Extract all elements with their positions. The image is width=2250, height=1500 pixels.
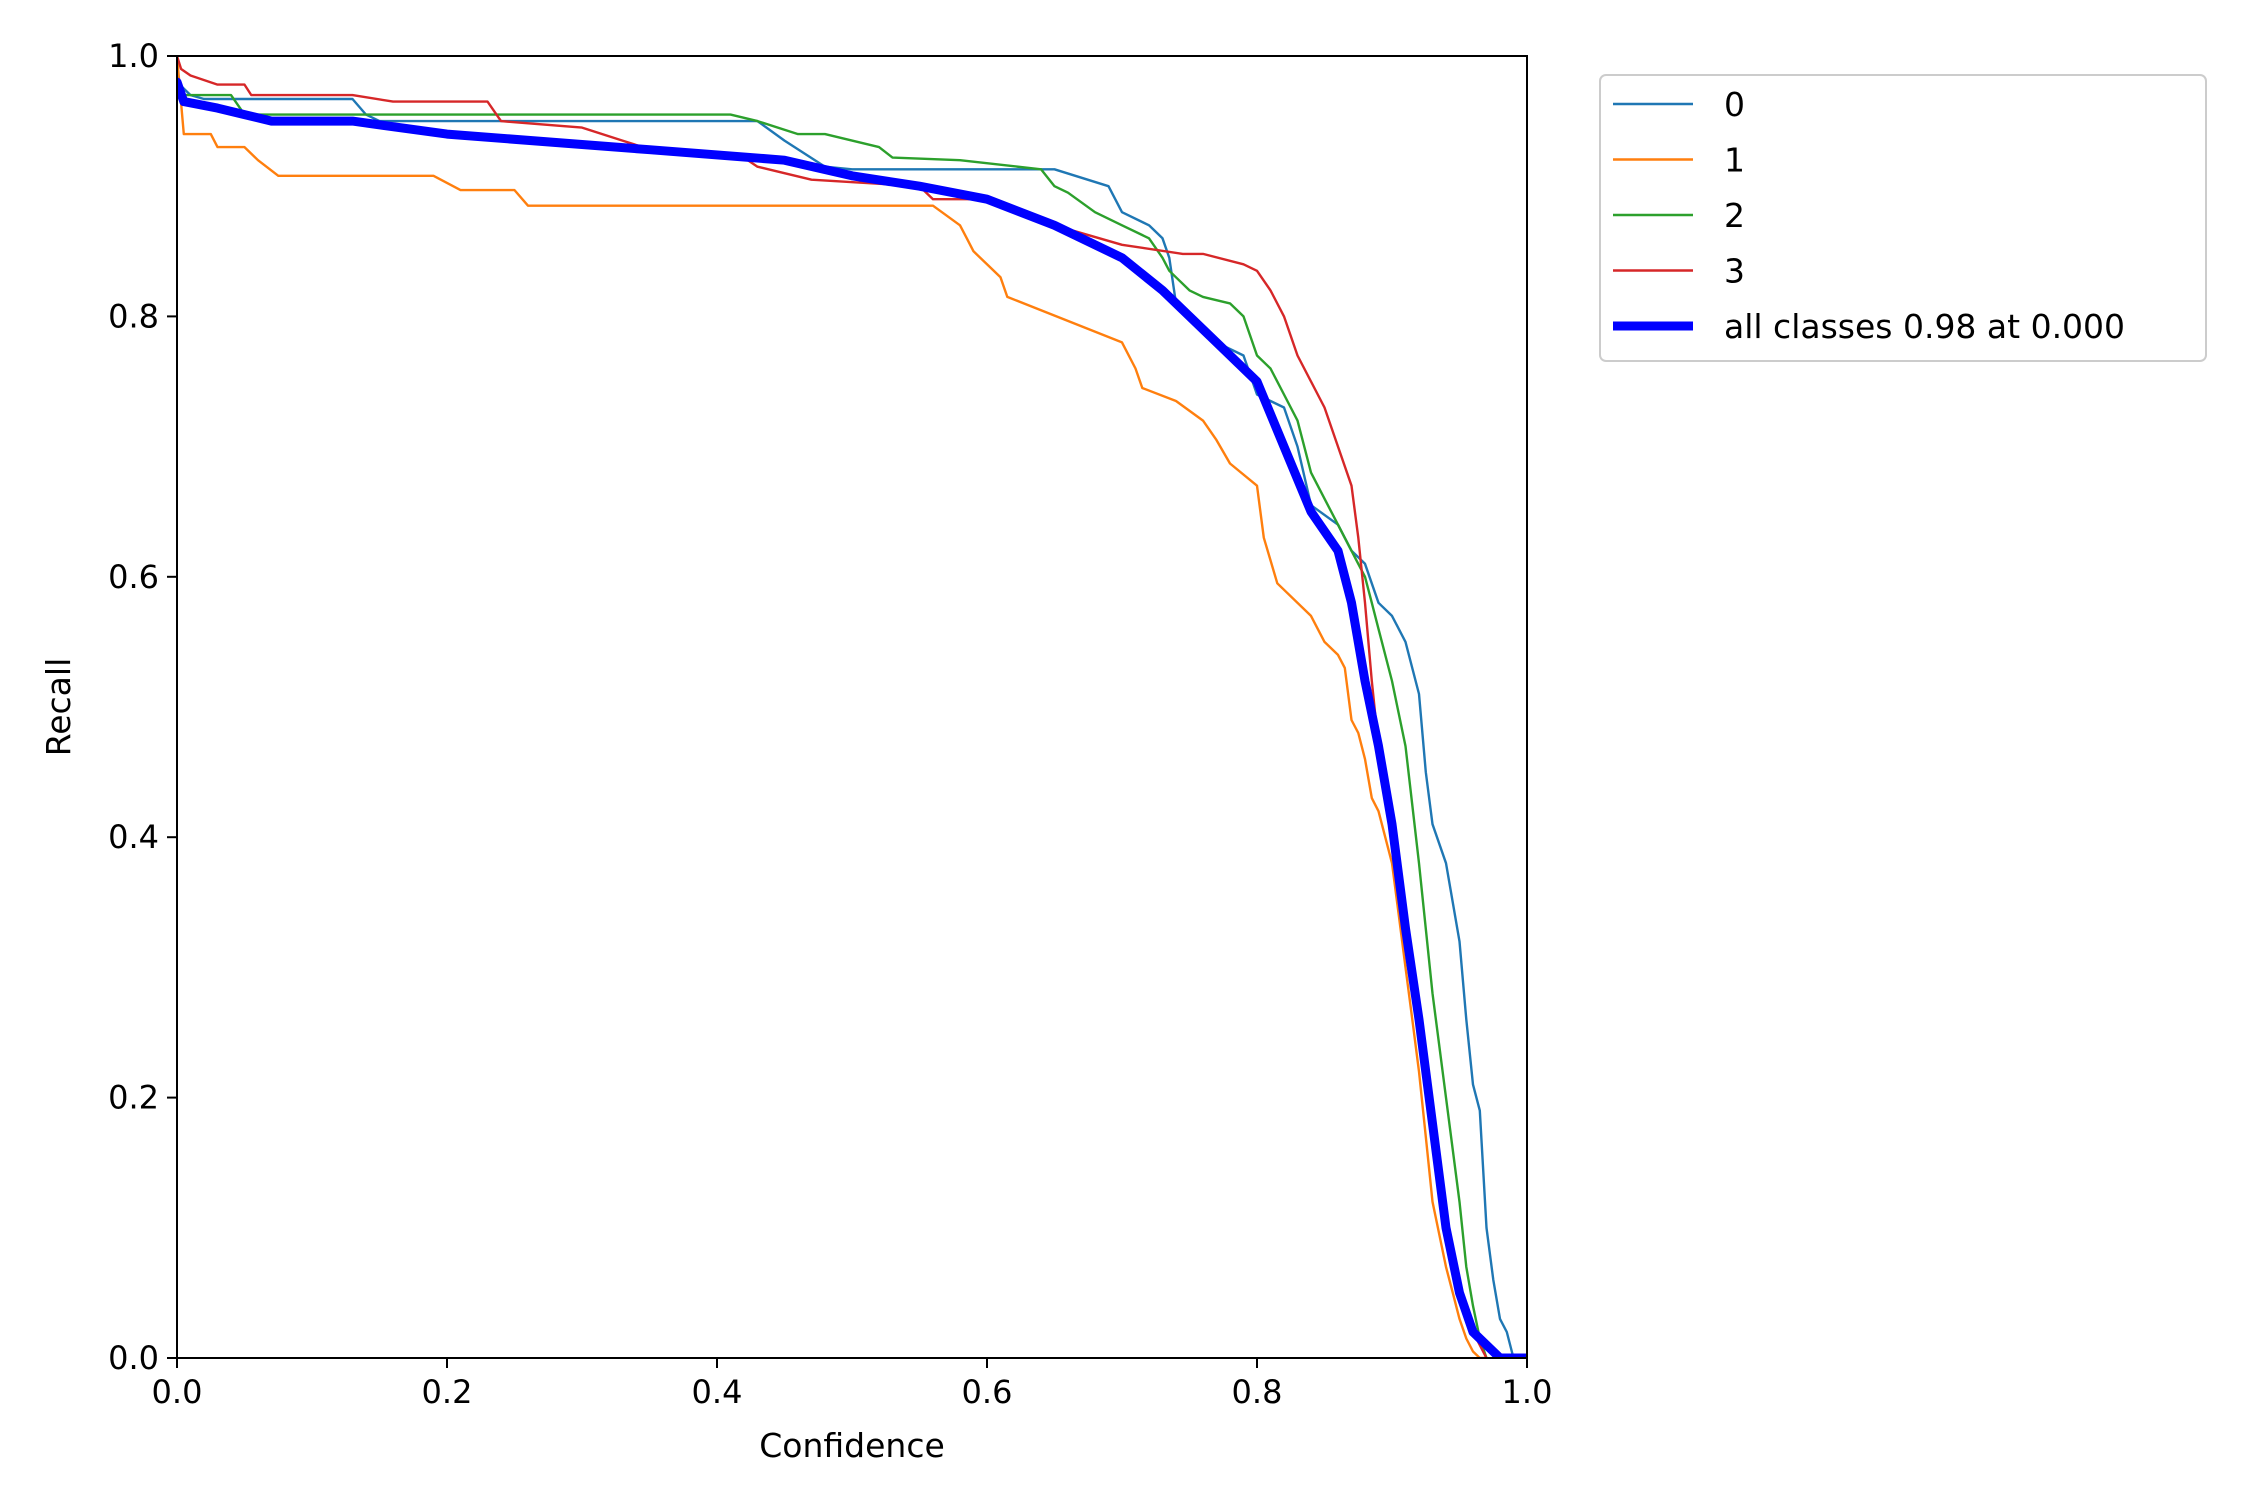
series-line-0 — [176, 81, 1527, 1358]
legend-label-0: 0 — [1724, 85, 1745, 124]
legend-label-3: 3 — [1724, 252, 1745, 291]
legend: 0 1 2 3 all classes 0.98 at 0.000 — [1599, 74, 2207, 362]
legend-label-4: all classes 0.98 at 0.000 — [1724, 307, 2125, 346]
legend-box — [1599, 74, 2207, 362]
x-axis-label: Confidence — [759, 1426, 945, 1465]
y-axis-label: Recall — [39, 658, 78, 756]
y-tick-label: 0.8 — [108, 297, 159, 335]
y-tick-label: 0.0 — [108, 1339, 159, 1377]
series-line-4 — [176, 77, 1528, 1358]
y-tick-label: 1.0 — [108, 37, 159, 75]
y-tick-label: 0.2 — [108, 1079, 159, 1117]
x-tick-label: 1.0 — [1502, 1373, 1553, 1411]
series-layer — [176, 56, 1528, 1358]
legend-label-1: 1 — [1724, 141, 1745, 180]
plot-frame — [176, 55, 1528, 1359]
x-tick-label: 0.2 — [422, 1373, 473, 1411]
legend-label-2: 2 — [1724, 196, 1745, 235]
x-tick-label: 0.8 — [1232, 1373, 1283, 1411]
x-axis: 0.0 0.2 0.4 0.6 0.8 1.0 — [152, 1358, 1553, 1411]
y-axis: 0.0 0.2 0.4 0.6 0.8 1.0 — [108, 37, 177, 1377]
y-tick-label: 0.4 — [108, 818, 159, 856]
y-tick-label: 0.6 — [108, 558, 159, 596]
series-line-3 — [176, 56, 1488, 1358]
series-line-2 — [176, 81, 1488, 1358]
x-tick-label: 0.4 — [692, 1373, 743, 1411]
x-tick-label: 0.0 — [152, 1373, 203, 1411]
x-tick-label: 0.6 — [962, 1373, 1013, 1411]
series-line-1 — [176, 56, 1487, 1358]
